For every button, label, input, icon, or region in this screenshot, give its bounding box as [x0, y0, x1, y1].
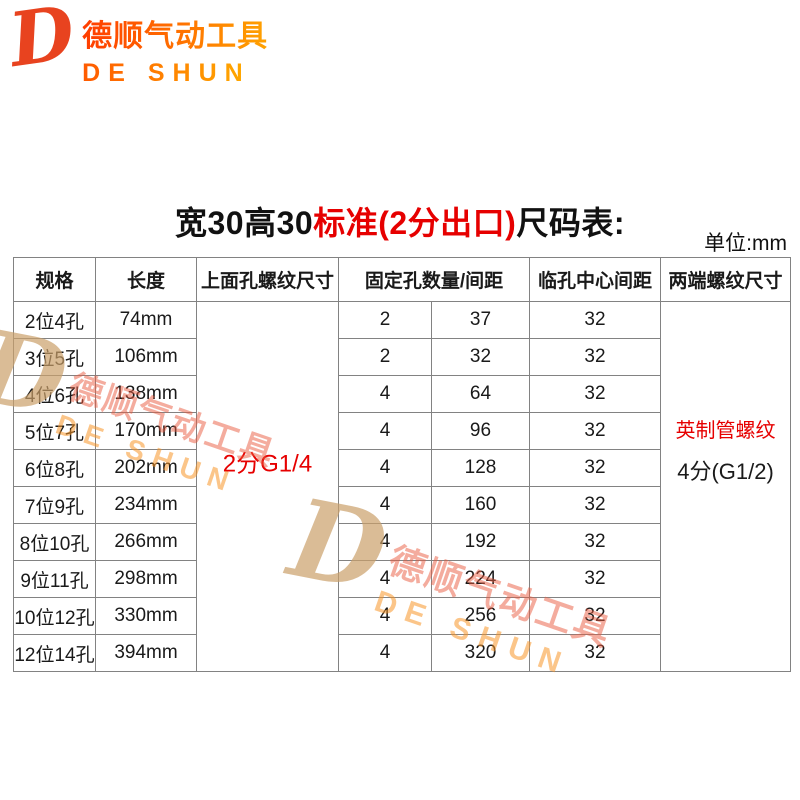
pitch-cell: 320 — [431, 634, 530, 672]
end-thread-size: 4分(G1/2) — [677, 458, 774, 484]
table-row: 9位11孔 298mm 4 224 32 — [13, 560, 791, 598]
length-cell: 298mm — [95, 560, 197, 598]
length-cell: 234mm — [95, 486, 197, 524]
pitch-cell: 64 — [431, 375, 530, 413]
spec-cell: 7位9孔 — [13, 486, 96, 524]
end-thread-type: 英制管螺纹 — [675, 419, 776, 442]
column-header-end-thread: 两端螺纹尺寸 — [660, 257, 791, 302]
page-title: 宽30高30标准(2分出口)尺码表: — [0, 198, 800, 244]
table-row: 8位10孔 266mm 4 192 32 — [13, 523, 791, 561]
center-cell: 32 — [529, 412, 661, 450]
length-cell: 394mm — [95, 634, 197, 672]
pitch-cell: 96 — [431, 412, 530, 450]
center-cell: 32 — [529, 523, 661, 561]
count-cell: 2 — [338, 301, 432, 339]
center-cell: 32 — [529, 338, 661, 376]
center-cell: 32 — [529, 375, 661, 413]
count-cell: 4 — [338, 449, 432, 487]
count-cell: 2 — [338, 338, 432, 376]
pitch-cell: 256 — [431, 597, 530, 635]
top-thread-merged-cell: 2分G1/4 — [196, 301, 339, 672]
brand-logo: D 德顺气动工具 DE SHUN — [4, 0, 268, 88]
table-row: 2位4孔 74mm 2分G1/4 2 37 32 英制管螺纹 4分(G1/2) — [13, 301, 791, 672]
spec-cell: 9位11孔 — [13, 560, 96, 598]
length-cell: 202mm — [95, 449, 197, 487]
brand-monogram-d-icon: D — [4, 0, 80, 85]
length-cell: 138mm — [95, 375, 197, 413]
table-row: 5位7孔 170mm 4 96 32 — [13, 412, 791, 450]
unit-label: 单位:mm — [704, 232, 787, 255]
table-row: 12位14孔 394mm 4 320 32 — [13, 634, 791, 672]
center-cell: 32 — [529, 486, 661, 524]
spec-cell: 6位8孔 — [13, 449, 96, 487]
length-cell: 74mm — [95, 301, 197, 339]
count-cell: 4 — [338, 597, 432, 635]
brand-name-cn: 德顺气动工具 — [82, 11, 268, 55]
spec-cell: 5位7孔 — [13, 412, 96, 450]
pitch-cell: 37 — [431, 301, 530, 339]
brand-name-en: DE SHUN — [82, 59, 268, 88]
pitch-cell: 160 — [431, 486, 530, 524]
spec-cell: 4位6孔 — [13, 375, 96, 413]
count-cell: 4 — [338, 523, 432, 561]
length-cell: 266mm — [95, 523, 197, 561]
count-cell: 4 — [338, 634, 432, 672]
length-cell: 330mm — [95, 597, 197, 635]
column-header-adj-center: 临孔中心间距 — [529, 257, 661, 302]
column-header-length: 长度 — [95, 257, 197, 302]
spec-cell: 3位5孔 — [13, 338, 96, 376]
spec-cell: 2位4孔 — [13, 301, 96, 339]
center-cell: 32 — [529, 301, 661, 339]
column-header-spec: 规格 — [13, 257, 96, 302]
end-thread-merged-cell: 英制管螺纹 4分(G1/2) — [660, 301, 791, 672]
table-row: 3位5孔 106mm 2 32 32 — [13, 338, 791, 376]
column-header-top-thread: 上面孔螺纹尺寸 — [196, 257, 339, 302]
brand-logo-text: 德顺气动工具 DE SHUN — [82, 2, 268, 88]
title-suffix: 尺码表: — [516, 205, 625, 241]
title-prefix: 宽30高30 — [175, 205, 314, 241]
count-cell: 4 — [338, 560, 432, 598]
pitch-cell: 224 — [431, 560, 530, 598]
table-header-row: 规格 长度 上面孔螺纹尺寸 固定孔数量/间距 临孔中心间距 两端螺纹尺寸 — [13, 257, 791, 302]
pitch-cell: 32 — [431, 338, 530, 376]
spec-cell: 12位14孔 — [13, 634, 96, 672]
size-spec-table: 规格 长度 上面孔螺纹尺寸 固定孔数量/间距 临孔中心间距 两端螺纹尺寸 2位4… — [13, 257, 791, 672]
count-cell: 4 — [338, 486, 432, 524]
count-cell: 4 — [338, 375, 432, 413]
center-cell: 32 — [529, 560, 661, 598]
length-cell: 106mm — [95, 338, 197, 376]
count-cell: 4 — [338, 412, 432, 450]
spec-cell: 8位10孔 — [13, 523, 96, 561]
top-thread-value: 2分G1/4 — [222, 450, 313, 478]
center-cell: 32 — [529, 449, 661, 487]
center-cell: 32 — [529, 634, 661, 672]
column-header-fix-holes: 固定孔数量/间距 — [338, 257, 530, 302]
length-cell: 170mm — [95, 412, 197, 450]
center-cell: 32 — [529, 597, 661, 635]
title-highlight: 标准(2分出口) — [313, 205, 517, 241]
pitch-cell: 128 — [431, 449, 530, 487]
table-row: 6位8孔 202mm 4 128 32 — [13, 449, 791, 487]
table-row: 4位6孔 138mm 4 64 32 — [13, 375, 791, 413]
spec-cell: 10位12孔 — [13, 597, 96, 635]
end-thread-value: 英制管螺纹 4分(G1/2) — [661, 414, 790, 486]
pitch-cell: 192 — [431, 523, 530, 561]
